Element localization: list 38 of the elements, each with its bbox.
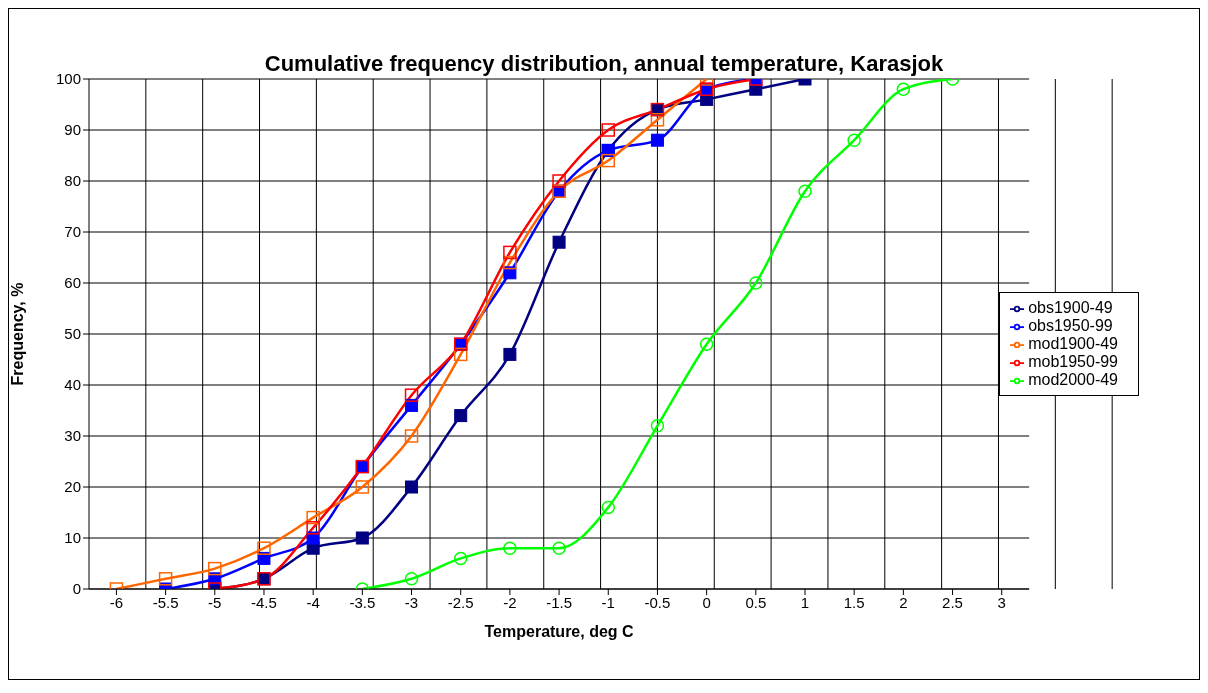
y-axis-title: Frequency, % bbox=[8, 282, 26, 386]
x-tick-label: -4 bbox=[306, 593, 320, 611]
x-tick-label: -2 bbox=[503, 593, 517, 611]
legend-label: mob1950-99 bbox=[1028, 353, 1118, 370]
x-tick-label: 2 bbox=[899, 593, 908, 611]
y-tick-label: 20 bbox=[64, 478, 81, 496]
x-tick-label: 3 bbox=[997, 593, 1006, 611]
x-tick-label: 1.5 bbox=[843, 593, 865, 611]
legend-label: mod2000-49 bbox=[1028, 371, 1118, 388]
y-tick-label: 60 bbox=[64, 274, 81, 292]
x-axis-title: Temperature, deg C bbox=[484, 623, 635, 640]
x-tick-label: 0 bbox=[702, 593, 711, 611]
x-tick-label: -6 bbox=[109, 593, 124, 611]
x-tick-label: 2.5 bbox=[942, 593, 963, 611]
x-tick-label: -5.5 bbox=[152, 593, 179, 611]
y-tick-label: 10 bbox=[64, 529, 81, 547]
y-tick-label: 80 bbox=[64, 172, 81, 190]
x-tick-label: -2.5 bbox=[447, 593, 474, 611]
x-tick-label: -3.5 bbox=[349, 593, 376, 611]
y-tick-label: 70 bbox=[64, 223, 81, 241]
legend-label: obs1950-99 bbox=[1028, 317, 1113, 334]
legend-label: obs1900-49 bbox=[1028, 299, 1113, 316]
x-tick-label: 0.5 bbox=[745, 593, 767, 611]
y-tick-label: 30 bbox=[64, 427, 81, 445]
chart-title: Cumulative frequency distribution, annual temperature, Karasjok bbox=[264, 51, 944, 76]
x-tick-label: -1 bbox=[601, 593, 615, 611]
y-tick-label: 50 bbox=[64, 325, 81, 343]
x-tick-label: -3 bbox=[404, 593, 419, 611]
x-tick-label: -0.5 bbox=[644, 593, 671, 611]
x-tick-label: -1.5 bbox=[546, 593, 573, 611]
y-tick-label: 90 bbox=[64, 121, 81, 139]
y-tick-label: 40 bbox=[64, 376, 81, 394]
x-tick-label: 1 bbox=[800, 593, 810, 611]
y-tick-label: 0 bbox=[72, 580, 81, 598]
x-tick-label: -4.5 bbox=[251, 593, 277, 611]
legend-label: mod1900-49 bbox=[1028, 335, 1118, 352]
x-tick-label: -5 bbox=[208, 593, 222, 611]
y-tick-label: 100 bbox=[55, 70, 81, 88]
